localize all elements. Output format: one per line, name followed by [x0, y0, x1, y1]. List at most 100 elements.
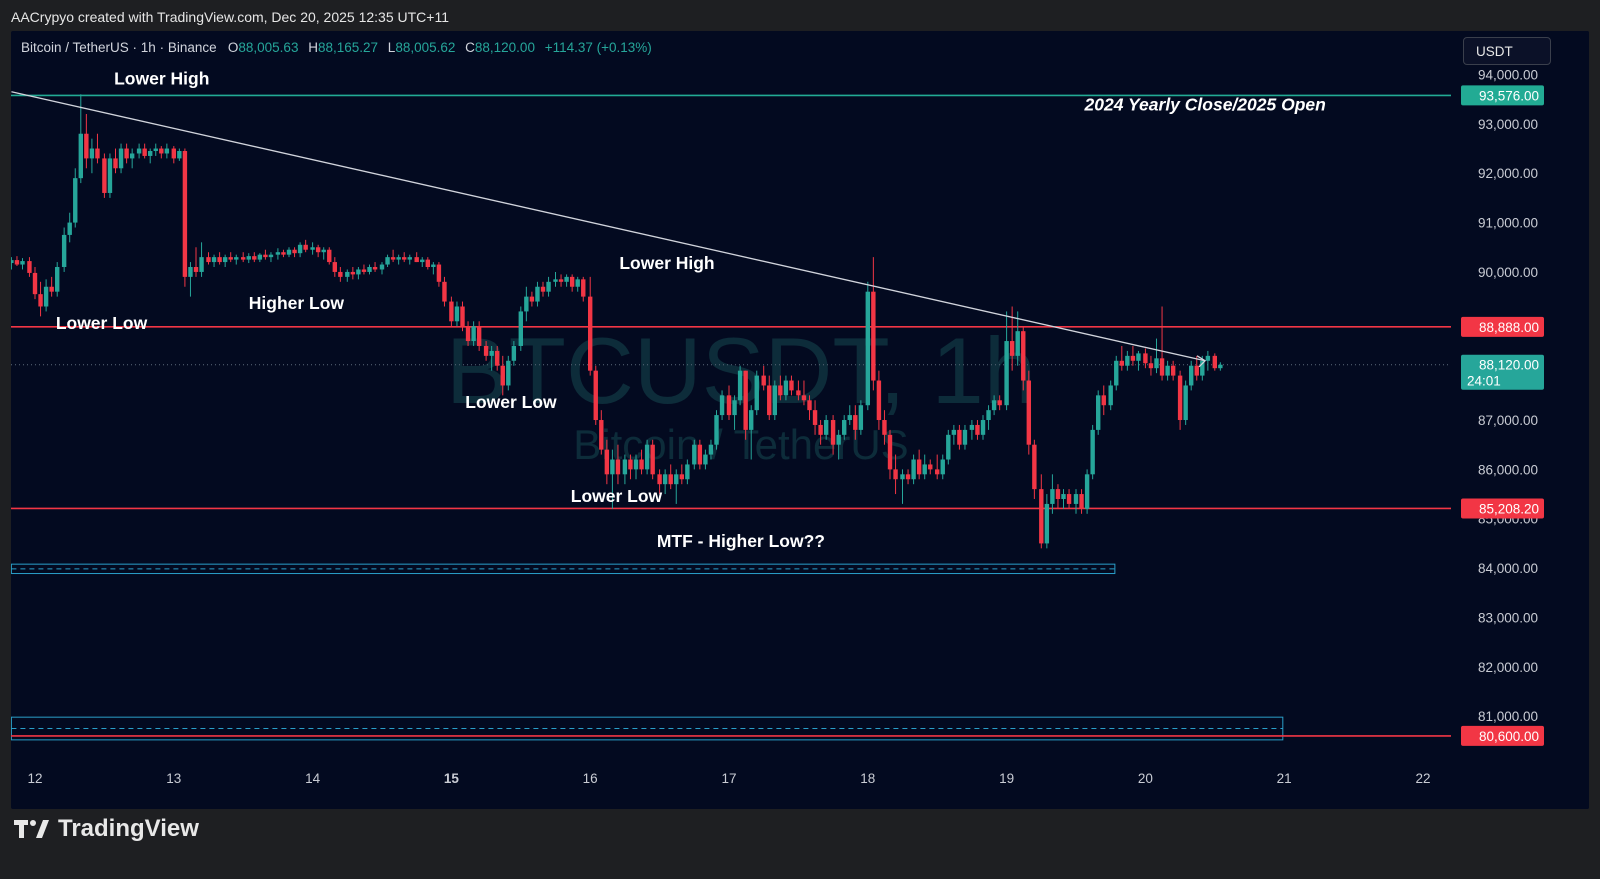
time-tick-label: 20 — [1138, 771, 1153, 786]
candle-body — [188, 267, 193, 277]
candle-body — [171, 148, 176, 159]
candle-body — [564, 276, 569, 282]
candle-body — [980, 420, 986, 435]
chart-annotation: Lower Low — [56, 313, 148, 333]
candle-body — [1154, 358, 1159, 369]
candle-body — [865, 291, 870, 406]
candle-body — [1119, 360, 1125, 366]
candle-body — [749, 410, 754, 430]
candle-body — [1205, 355, 1211, 361]
candle-body — [796, 390, 801, 396]
price-tick-label: 87,000.00 — [1478, 413, 1538, 428]
candle-body — [650, 444, 655, 475]
candle-body — [588, 296, 593, 371]
candle-body — [436, 264, 442, 282]
candle-body — [946, 434, 951, 460]
candle-body — [206, 257, 211, 263]
price-tick-label: 82,000.00 — [1478, 660, 1538, 675]
candle-body — [182, 151, 188, 277]
candle-body — [193, 267, 199, 272]
candle-body — [812, 410, 818, 425]
candle-body — [1136, 353, 1141, 361]
candle-body — [102, 158, 107, 193]
last-price-label: 88,120.00 — [1479, 358, 1539, 373]
price-tick-label: 94,000.00 — [1478, 68, 1538, 83]
tradingview-logo[interactable]: TradingView — [14, 815, 199, 843]
chart-annotation: Lower Low — [571, 486, 663, 506]
candle-body — [679, 474, 685, 480]
candle-body — [390, 257, 396, 260]
candle-body — [991, 400, 997, 411]
chart-annotation: Lower Low — [465, 392, 557, 412]
candle-body — [11, 260, 14, 264]
candle-body — [315, 247, 321, 253]
candle-body — [581, 279, 586, 297]
candle-body — [107, 158, 113, 193]
candle-body — [1015, 331, 1020, 356]
candle-body — [1044, 503, 1050, 544]
candle-body — [778, 385, 783, 396]
candle-body — [297, 244, 303, 254]
price-tick-label: 83,000.00 — [1478, 610, 1538, 625]
candle-body — [228, 257, 233, 260]
candle-body — [460, 306, 465, 327]
candle-body — [246, 256, 251, 260]
candle-body — [159, 148, 164, 154]
candle-body — [345, 271, 350, 277]
candle-body — [761, 375, 766, 386]
candle-body — [350, 271, 356, 275]
candle-body — [540, 286, 546, 292]
symbol-header: Bitcoin / TetherUS · 1h · Binance O88,00… — [21, 40, 658, 55]
candle-body — [511, 345, 517, 361]
candle-body — [997, 400, 1002, 406]
low-label: L — [387, 40, 396, 55]
symbol-name[interactable]: Bitcoin / TetherUS · 1h · Binance — [21, 40, 217, 55]
candle-body — [89, 148, 95, 159]
candle-body — [887, 434, 893, 470]
candle-body — [1125, 355, 1130, 366]
candle-body — [697, 444, 703, 465]
candle-body — [1032, 444, 1037, 490]
candle-body — [1177, 375, 1183, 421]
chart-annotation: Lower High — [114, 68, 209, 88]
candle-body — [275, 252, 281, 255]
candle-body — [95, 148, 100, 159]
trend-arrowhead — [1196, 355, 1207, 368]
tradingview-wordmark: TradingView — [58, 815, 199, 842]
candle-body — [1055, 489, 1061, 499]
price-tag — [1461, 498, 1544, 519]
candle-body — [535, 286, 540, 302]
price-tag — [1461, 725, 1544, 746]
candle-body — [871, 291, 876, 381]
candle-body — [136, 148, 142, 154]
time-tick-label: 13 — [166, 771, 181, 786]
candle-body — [292, 249, 297, 254]
candle-body — [129, 153, 135, 159]
candle-body — [553, 279, 558, 282]
candle-body — [489, 350, 494, 356]
candle-body — [1066, 494, 1072, 504]
candle-body — [38, 294, 43, 307]
open-label: O — [227, 40, 239, 55]
candle-body — [575, 279, 580, 287]
candle-body — [615, 459, 621, 475]
candle-body — [882, 420, 887, 435]
chart-panel[interactable]: BTCUSDT, 1h Bitcoin / TetherUS Lower High… — [11, 31, 1589, 809]
candle-body — [67, 222, 72, 235]
close-value: 88,120.00 — [474, 40, 535, 55]
candle-body — [263, 254, 268, 258]
candle-body — [935, 469, 940, 475]
watermark-symbol: BTCUSDT, 1h — [446, 318, 1036, 423]
time-tick-label: 19 — [999, 771, 1014, 786]
chart-annotation: Higher Low — [249, 293, 345, 313]
candle-body — [402, 257, 407, 260]
candle-body — [379, 264, 385, 270]
currency-selector[interactable]: USDT — [1463, 37, 1551, 65]
candle-body — [1061, 494, 1066, 499]
candle-body — [518, 311, 523, 346]
high-label: H — [308, 40, 318, 55]
candle-body — [407, 257, 412, 260]
price-tag-label: 85,208.20 — [1479, 501, 1539, 516]
candle-body — [465, 326, 471, 342]
